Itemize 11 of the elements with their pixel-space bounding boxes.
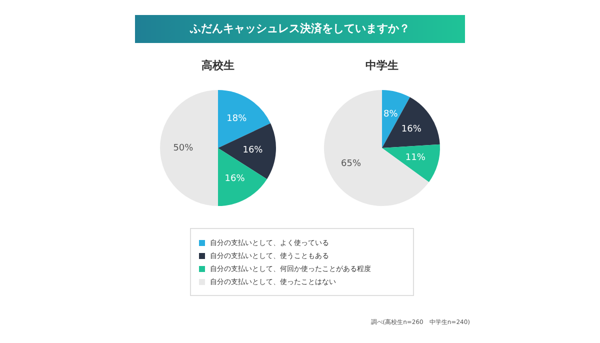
chart-title: ふだんキャッシュレス決済をしていますか？	[135, 15, 465, 43]
data-label: 11%	[405, 153, 426, 164]
data-label: 16%	[224, 174, 246, 184]
data-label: 50%	[173, 143, 194, 154]
data-label: 8%	[384, 110, 398, 120]
chart-subtitle: 高校生	[200, 58, 236, 73]
chart-subtitle: 中学生	[364, 58, 400, 73]
data-label: 65%	[340, 159, 362, 170]
data-label: 18%	[226, 114, 248, 124]
data-label: 16%	[242, 146, 264, 156]
data-label: 16%	[401, 124, 422, 135]
